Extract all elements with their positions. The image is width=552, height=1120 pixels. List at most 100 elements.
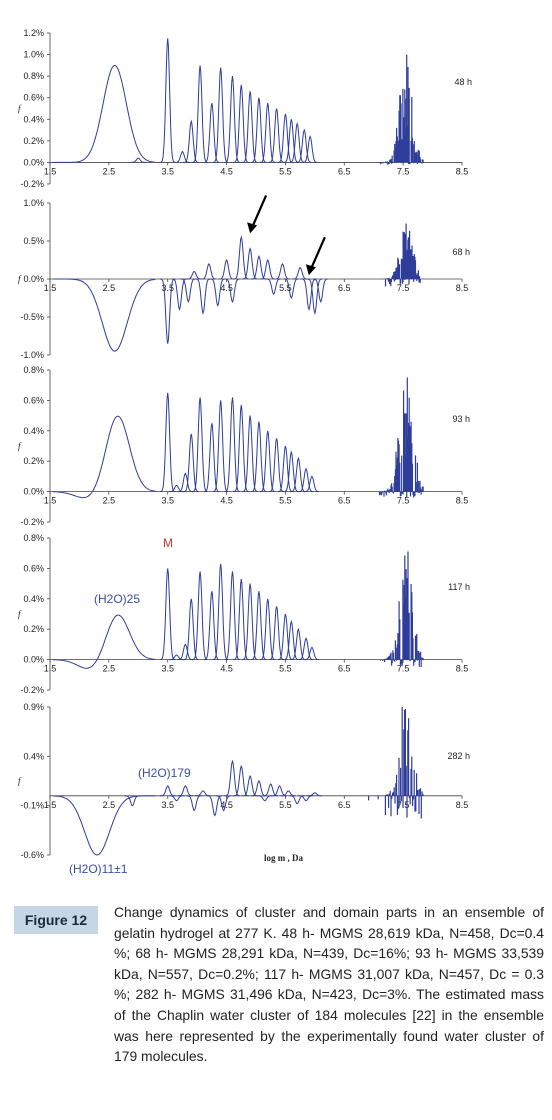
y-tick-label: -0.5% — [20, 312, 44, 322]
series-peak — [233, 404, 249, 493]
chart-panel-4: -0.6%-0.1%0.4%0.9%f1.5 2.5 3.5 4.5 5.5 6.5 7.5… — [18, 702, 470, 863]
x-tick-label: 6.5 — [338, 496, 351, 506]
x-tick-label: 7.5 — [397, 496, 410, 506]
y-tick-label: 0.0% — [23, 274, 44, 284]
x-tick-label: 3.5 — [161, 283, 174, 293]
x-tick-label: 2.5 — [103, 283, 116, 293]
x-tick-label: 2.5 — [103, 166, 116, 176]
y-tick-label: 0.4% — [23, 594, 44, 604]
x-tick-label: 4.5 — [220, 800, 233, 810]
series-peak — [212, 67, 229, 163]
x-tick-label: 8.5 — [456, 800, 469, 810]
y-axis-label: f — [18, 274, 22, 284]
series-smooth-curve — [52, 65, 156, 163]
series-peak — [298, 467, 314, 493]
y-tick-label: 0.6% — [23, 563, 44, 573]
x-tick-label: 6.5 — [338, 283, 351, 293]
series-peak — [224, 397, 240, 493]
x-tick-label: 6.5 — [338, 664, 351, 674]
series-peak — [168, 484, 185, 493]
series-peak — [186, 270, 202, 280]
y-tick-label: 0.6% — [23, 93, 44, 103]
series-peak — [283, 450, 299, 493]
caption-text: Change dynamics of cluster and domain pa… — [114, 904, 544, 1065]
series-peak — [251, 591, 267, 661]
h2o-179-label: (H2O)179 — [138, 766, 191, 780]
series-peak — [209, 278, 226, 307]
x-tick-label: 3.5 — [161, 800, 174, 810]
series-peak — [259, 430, 276, 493]
x-tick-label: 1.5 — [44, 664, 57, 674]
series-peak — [280, 790, 296, 797]
series-peak — [290, 627, 306, 661]
x-tick-label: 8.5 — [456, 496, 469, 506]
series-peak — [183, 433, 199, 493]
series-smooth-curve — [52, 278, 156, 352]
h2o-25-label: (H2O)25 — [94, 592, 140, 606]
series-peak — [304, 475, 320, 493]
x-tick-label: 8.5 — [456, 283, 469, 293]
series-peak — [180, 278, 197, 303]
x-axis-label: log m , Da — [264, 853, 303, 863]
series-peak — [296, 128, 312, 163]
series-peak — [159, 785, 176, 797]
m-label: M — [163, 536, 173, 550]
series-peak — [242, 91, 258, 163]
series-peak — [159, 38, 176, 163]
series-peak — [292, 266, 308, 280]
series-peak — [290, 456, 306, 493]
series-peak — [215, 795, 231, 812]
series-peak — [192, 397, 208, 493]
series-peak — [203, 103, 220, 163]
series-peak — [212, 563, 229, 661]
series-peak — [177, 643, 194, 661]
series-peak — [203, 591, 220, 661]
series-peak — [192, 65, 208, 163]
series-peak — [224, 76, 240, 163]
annotation-arrow — [247, 194, 268, 234]
chart-panel-0: -0.2% 0.0% 0.2% 0.4% 0.6% 0.8% 1.0% 1.2% f 1.5 2.5… — [18, 28, 472, 189]
x-tick-label: 3.5 — [161, 496, 174, 506]
series-peak — [212, 400, 229, 493]
series-peak — [177, 785, 194, 797]
panel-time-label: 68 h — [452, 247, 470, 257]
y-axis-label: f — [18, 104, 22, 114]
x-tick-label: 3.5 — [161, 166, 174, 176]
y-tick-label: 0.9% — [23, 702, 44, 712]
series-smooth-curve — [52, 614, 156, 669]
y-tick-label: 0.2% — [23, 136, 44, 146]
series-peak — [274, 262, 290, 280]
chart-panel-2: -0.2% 0.0% 0.2% 0.4% 0.6% 0.8% f 1.5 2.5 3.5 4.5 5.… — [18, 365, 470, 527]
series-peak — [224, 571, 240, 661]
x-tick-label: 7.5 — [397, 166, 410, 176]
series-peak — [218, 258, 234, 280]
series-peak — [171, 278, 188, 311]
series-peak — [251, 97, 267, 163]
series-peak — [233, 84, 249, 163]
series-peak — [251, 421, 267, 493]
series-cluster-spikes — [380, 223, 421, 287]
x-tick-label: 1.5 — [44, 166, 57, 176]
series-peak — [224, 278, 240, 303]
panel-time-label: 93 h — [452, 414, 470, 424]
series-peak — [242, 583, 258, 661]
y-tick-label: 1.0% — [23, 50, 44, 60]
series-peak — [283, 119, 299, 163]
series-peak — [277, 113, 293, 163]
series-peak — [265, 278, 281, 296]
series-peak — [174, 150, 191, 163]
y-tick-label: 0.0% — [23, 487, 44, 497]
series-peak — [183, 119, 199, 163]
y-axis-label: f — [18, 441, 22, 451]
series-peak — [302, 135, 318, 163]
y-tick-label: 0.8% — [23, 365, 44, 375]
x-tick-label: 2.5 — [103, 496, 116, 506]
series-peak — [312, 278, 328, 303]
x-tick-label: 3.5 — [161, 664, 174, 674]
series-peak — [177, 472, 194, 493]
y-tick-label: 0.4% — [23, 751, 44, 761]
x-tick-label: 1.5 — [44, 283, 57, 293]
x-tick-label: 5.5 — [279, 283, 292, 293]
x-tick-label: 4.5 — [220, 283, 233, 293]
series-peak — [124, 795, 141, 807]
